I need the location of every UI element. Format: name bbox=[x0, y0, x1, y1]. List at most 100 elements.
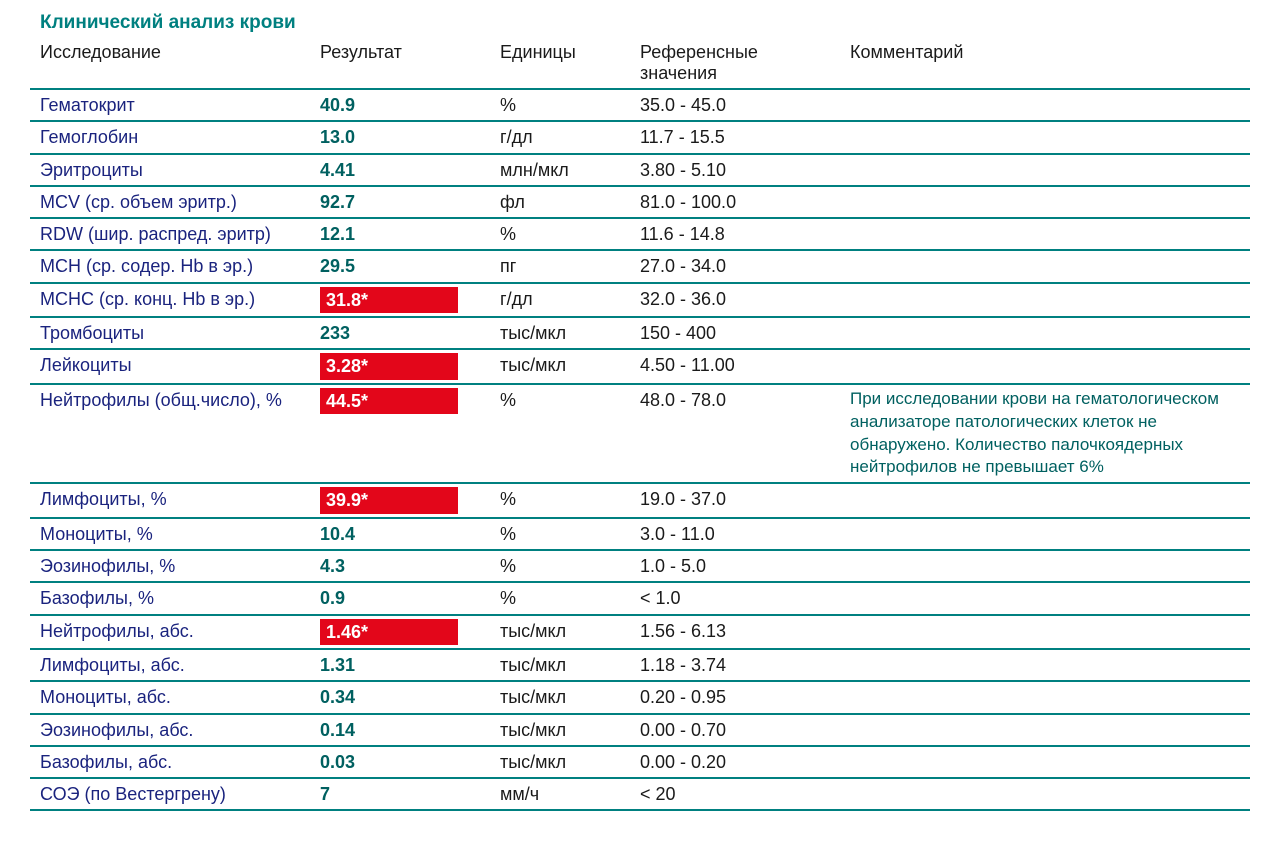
cell-ref: 0.00 - 0.20 bbox=[630, 746, 840, 778]
result-flag: 3.28* bbox=[320, 353, 458, 379]
cell-comment bbox=[840, 317, 1250, 349]
cell-comment: При исследовании крови на гематологическ… bbox=[840, 384, 1250, 484]
table-row: MCHC (ср. конц. Hb в эр.)31.8*г/дл32.0 -… bbox=[30, 283, 1250, 317]
cell-ref: 32.0 - 36.0 bbox=[630, 283, 840, 317]
cell-ref: 4.50 - 11.00 bbox=[630, 349, 840, 383]
cell-ref: 81.0 - 100.0 bbox=[630, 186, 840, 218]
cell-result: 0.14 bbox=[310, 714, 490, 746]
cell-units: тыс/мкл bbox=[490, 615, 630, 649]
cell-result: 4.41 bbox=[310, 154, 490, 186]
cell-units: г/дл bbox=[490, 121, 630, 153]
table-row: Эозинофилы, %4.3%1.0 - 5.0 bbox=[30, 550, 1250, 582]
cell-units: % bbox=[490, 550, 630, 582]
report-title: Клинический анализ крови bbox=[30, 12, 1250, 34]
cell-name: Лейкоциты bbox=[30, 349, 310, 383]
cell-ref: 27.0 - 34.0 bbox=[630, 250, 840, 282]
cell-units: тыс/мкл bbox=[490, 681, 630, 713]
table-row: Лейкоциты 3.28* тыс/мкл4.50 - 11.00 bbox=[30, 349, 1250, 383]
cell-result: 7 bbox=[310, 778, 490, 810]
cell-ref: 19.0 - 37.0 bbox=[630, 483, 840, 517]
cell-result: 10.4 bbox=[310, 518, 490, 550]
cell-ref: 3.80 - 5.10 bbox=[630, 154, 840, 186]
cell-comment bbox=[840, 615, 1250, 649]
cell-name: Гемоглобин bbox=[30, 121, 310, 153]
cell-result: 1.46* bbox=[310, 615, 490, 649]
cell-units: тыс/мкл bbox=[490, 349, 630, 383]
cell-name: MCH (ср. содер. Hb в эр.) bbox=[30, 250, 310, 282]
table-row: Эритроциты4.41млн/мкл3.80 - 5.10 bbox=[30, 154, 1250, 186]
cell-name: Моноциты, % bbox=[30, 518, 310, 550]
cell-units: % bbox=[490, 483, 630, 517]
cell-name: Базофилы, абс. bbox=[30, 746, 310, 778]
cell-comment bbox=[840, 746, 1250, 778]
cell-units: тыс/мкл bbox=[490, 746, 630, 778]
cell-units: % bbox=[490, 384, 630, 484]
result-flag: 31.8* bbox=[320, 287, 458, 313]
cell-comment bbox=[840, 681, 1250, 713]
cell-ref: 3.0 - 11.0 bbox=[630, 518, 840, 550]
cell-name: Нейтрофилы (общ.число), % bbox=[30, 384, 310, 484]
cell-name: Лимфоциты, % bbox=[30, 483, 310, 517]
cell-result: 0.03 bbox=[310, 746, 490, 778]
cell-ref: 11.6 - 14.8 bbox=[630, 218, 840, 250]
cell-name: Нейтрофилы, абс. bbox=[30, 615, 310, 649]
table-row: Нейтрофилы (общ.число), %44.5*%48.0 - 78… bbox=[30, 384, 1250, 484]
cell-comment bbox=[840, 250, 1250, 282]
table-row: Гематокрит40.9%35.0 - 45.0 bbox=[30, 89, 1250, 121]
cell-name: MCV (ср. объем эритр.) bbox=[30, 186, 310, 218]
cell-units: % bbox=[490, 218, 630, 250]
cell-name: Моноциты, абс. bbox=[30, 681, 310, 713]
cell-ref: 1.18 - 3.74 bbox=[630, 649, 840, 681]
col-ref: Референсные значения bbox=[630, 38, 840, 89]
cell-result: 3.28* bbox=[310, 349, 490, 383]
cell-result: 40.9 bbox=[310, 89, 490, 121]
cell-ref: 1.0 - 5.0 bbox=[630, 550, 840, 582]
cell-units: % bbox=[490, 89, 630, 121]
table-row: СОЭ (по Вестергрену)7мм/ч< 20 bbox=[30, 778, 1250, 810]
table-row: Тромбоциты233тыс/мкл150 - 400 bbox=[30, 317, 1250, 349]
cell-comment bbox=[840, 283, 1250, 317]
cell-comment bbox=[840, 218, 1250, 250]
cell-result: 92.7 bbox=[310, 186, 490, 218]
cell-ref: 11.7 - 15.5 bbox=[630, 121, 840, 153]
table-row: Моноциты, %10.4%3.0 - 11.0 bbox=[30, 518, 1250, 550]
cell-name: Лимфоциты, абс. bbox=[30, 649, 310, 681]
cell-comment bbox=[840, 518, 1250, 550]
cell-result: 29.5 bbox=[310, 250, 490, 282]
cell-name: СОЭ (по Вестергрену) bbox=[30, 778, 310, 810]
cell-comment bbox=[840, 89, 1250, 121]
cell-units: тыс/мкл bbox=[490, 649, 630, 681]
cell-result: 44.5* bbox=[310, 384, 490, 484]
cell-units: фл bbox=[490, 186, 630, 218]
result-flag: 1.46* bbox=[320, 619, 458, 645]
table-row: RDW (шир. распред. эритр)12.1%11.6 - 14.… bbox=[30, 218, 1250, 250]
cell-comment bbox=[840, 550, 1250, 582]
cell-name: Тромбоциты bbox=[30, 317, 310, 349]
cell-comment bbox=[840, 349, 1250, 383]
table-row: MCH (ср. содер. Hb в эр.)29.5пг27.0 - 34… bbox=[30, 250, 1250, 282]
cell-units: % bbox=[490, 518, 630, 550]
table-row: Лимфоциты, абс.1.31тыс/мкл1.18 - 3.74 bbox=[30, 649, 1250, 681]
table-row: Гемоглобин13.0г/дл11.7 - 15.5 bbox=[30, 121, 1250, 153]
table-row: Моноциты, абс.0.34тыс/мкл0.20 - 0.95 bbox=[30, 681, 1250, 713]
table-header-row: Исследование Результат Единицы Референсн… bbox=[30, 38, 1250, 89]
cell-result: 39.9* bbox=[310, 483, 490, 517]
cell-result: 0.34 bbox=[310, 681, 490, 713]
table-row: Лимфоциты, %39.9*%19.0 - 37.0 bbox=[30, 483, 1250, 517]
cell-result: 233 bbox=[310, 317, 490, 349]
cell-result: 4.3 bbox=[310, 550, 490, 582]
cell-comment bbox=[840, 649, 1250, 681]
col-units: Единицы bbox=[490, 38, 630, 89]
cell-comment bbox=[840, 714, 1250, 746]
table-row: Нейтрофилы, абс.1.46*тыс/мкл1.56 - 6.13 bbox=[30, 615, 1250, 649]
col-name: Исследование bbox=[30, 38, 310, 89]
cell-units: % bbox=[490, 582, 630, 614]
cell-comment bbox=[840, 582, 1250, 614]
col-result: Результат bbox=[310, 38, 490, 89]
cell-ref: 150 - 400 bbox=[630, 317, 840, 349]
cell-comment bbox=[840, 154, 1250, 186]
table-row: Базофилы, абс.0.03тыс/мкл0.00 - 0.20 bbox=[30, 746, 1250, 778]
cell-ref: 35.0 - 45.0 bbox=[630, 89, 840, 121]
cell-name: RDW (шир. распред. эритр) bbox=[30, 218, 310, 250]
cell-comment bbox=[840, 186, 1250, 218]
